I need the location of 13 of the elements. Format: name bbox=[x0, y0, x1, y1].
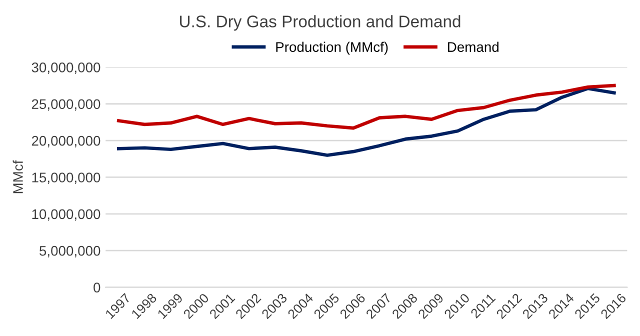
y-tick-label: 0 bbox=[94, 282, 100, 292]
y-tick-label: 30,000,000 bbox=[32, 62, 100, 74]
y-tick-label: 15,000,000 bbox=[32, 172, 100, 184]
legend-label: Demand bbox=[448, 42, 498, 52]
chart-title: U.S. Dry Gas Production and Demand bbox=[180, 15, 460, 31]
y-axis-title: MMcf bbox=[12, 160, 23, 194]
y-tick-label: 25,000,000 bbox=[32, 99, 100, 111]
legend-label: Production (MMcf) bbox=[276, 42, 388, 55]
y-tick-label: 5,000,000 bbox=[40, 246, 100, 258]
line-series bbox=[116, 84, 616, 130]
y-tick-label: 10,000,000 bbox=[32, 209, 100, 221]
y-tick-label: 20,000,000 bbox=[32, 136, 100, 148]
line-series bbox=[116, 86, 616, 157]
